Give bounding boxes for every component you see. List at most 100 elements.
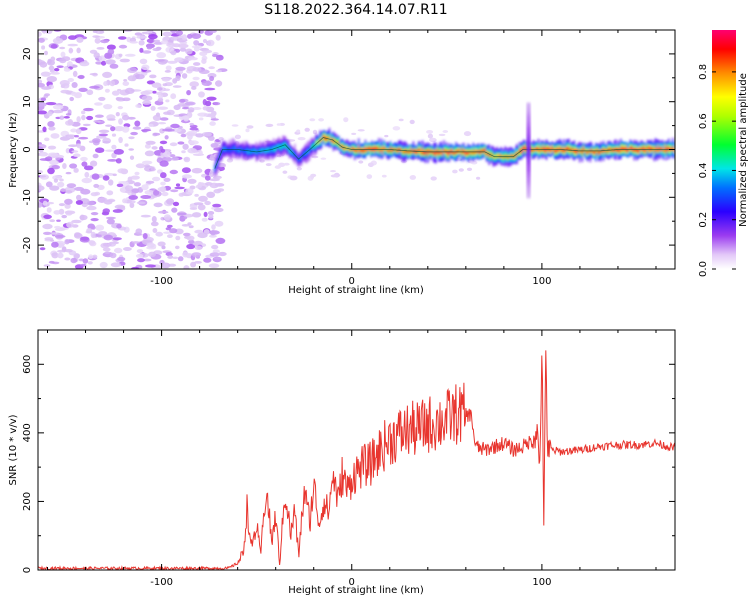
noise-blob [202, 38, 208, 44]
ridge-cell [354, 149, 356, 152]
noise-blob [142, 233, 148, 239]
noise-blob [102, 71, 113, 78]
noise-blob [122, 81, 130, 86]
ridge-cell [327, 136, 329, 141]
noise-blob [175, 183, 181, 187]
ridge-cell [379, 149, 381, 153]
noise-blob [165, 65, 172, 71]
noise-blob [427, 133, 433, 139]
noise-blob [112, 237, 122, 241]
spike-cell [526, 182, 531, 185]
ridge-cell [427, 150, 429, 155]
noise-blob [381, 174, 387, 178]
noise-blob [80, 236, 90, 241]
noise-blob [192, 107, 202, 110]
noise-blob [329, 170, 337, 173]
noise-blob [170, 189, 179, 193]
ridge-cell [548, 147, 550, 152]
ridge-cell [220, 150, 223, 155]
noise-blob [95, 30, 105, 34]
noise-blob [44, 137, 50, 142]
noise-blob [126, 36, 132, 43]
noise-blob [384, 134, 389, 138]
noise-blob [74, 186, 84, 191]
noise-blob [150, 221, 159, 227]
noise-blob [304, 127, 310, 132]
noise-blob [123, 79, 128, 82]
noise-blob [191, 252, 202, 258]
noise-blob [191, 167, 203, 174]
noise-blob [210, 230, 216, 236]
noise-blob [214, 220, 224, 227]
ridge-cell [481, 149, 484, 154]
noise-blob [97, 197, 108, 203]
noise-blob [174, 186, 185, 190]
noise-blob [105, 149, 115, 152]
snr-series-line [38, 350, 675, 570]
noise-blob [159, 140, 168, 145]
spike-cell [526, 146, 531, 149]
ridge-cell [420, 151, 423, 155]
noise-blob [189, 207, 198, 211]
ridge-cell [250, 149, 252, 155]
noise-blob [215, 34, 221, 41]
ridge-cell [553, 148, 556, 153]
noise-blob [161, 262, 171, 269]
noise-blob [163, 111, 171, 115]
ridge-spike [526, 102, 531, 199]
ridge-cell [567, 146, 569, 151]
noise-blob [40, 71, 51, 77]
ridge-cell [656, 148, 658, 153]
noise-blob [61, 214, 67, 219]
noise-blob [118, 181, 129, 184]
ridge-cell [419, 148, 421, 153]
snr-ylabel: SNR (10 * v/v) [8, 414, 19, 485]
x-tick-label: 0 [349, 577, 355, 588]
noise-blob [157, 122, 167, 125]
noise-blob [115, 112, 120, 117]
noise-blob [149, 74, 157, 79]
y-tick-label: 20 [22, 48, 33, 61]
noise-blob [90, 192, 99, 197]
noise-blob [47, 167, 55, 175]
noise-blob [358, 160, 364, 164]
ridge-cell [247, 150, 250, 154]
ridge-cell [258, 148, 260, 152]
ridge-cell [536, 147, 538, 151]
ridge-cell [368, 146, 371, 151]
noise-blob [204, 87, 216, 91]
spike-cell [526, 154, 531, 157]
noise-blob [136, 249, 144, 254]
noise-blob [193, 62, 201, 66]
ridge-cell [586, 150, 589, 154]
ridge-cell [459, 149, 461, 152]
noise-blob [208, 263, 220, 269]
ridge-cell [443, 148, 445, 153]
x-tick-label: -100 [150, 276, 173, 287]
noise-blob [84, 171, 90, 178]
ridge-cell [646, 146, 649, 150]
noise-blob [112, 173, 117, 177]
ridge-cell [384, 147, 387, 151]
ridge-cell [547, 147, 549, 151]
noise-blob [409, 119, 415, 125]
noise-blob [153, 189, 160, 196]
ridge-cell [227, 148, 230, 153]
noise-blob [46, 76, 57, 83]
noise-blob [122, 114, 130, 121]
spike-cell [526, 102, 531, 105]
ridge-cell [399, 147, 401, 151]
noise-blob [43, 231, 52, 235]
ridge-cell [362, 148, 364, 153]
spike-cell [526, 179, 531, 182]
noise-blob [181, 115, 190, 120]
noise-blob [210, 118, 219, 121]
noise-blob [201, 80, 212, 87]
noise-blob [99, 261, 108, 269]
noise-blob [91, 225, 96, 230]
noise-blob [157, 187, 166, 192]
noise-blob [187, 57, 198, 61]
ridge-cell [292, 152, 295, 157]
noise-blob [129, 67, 137, 71]
ridge-cell [665, 148, 668, 153]
